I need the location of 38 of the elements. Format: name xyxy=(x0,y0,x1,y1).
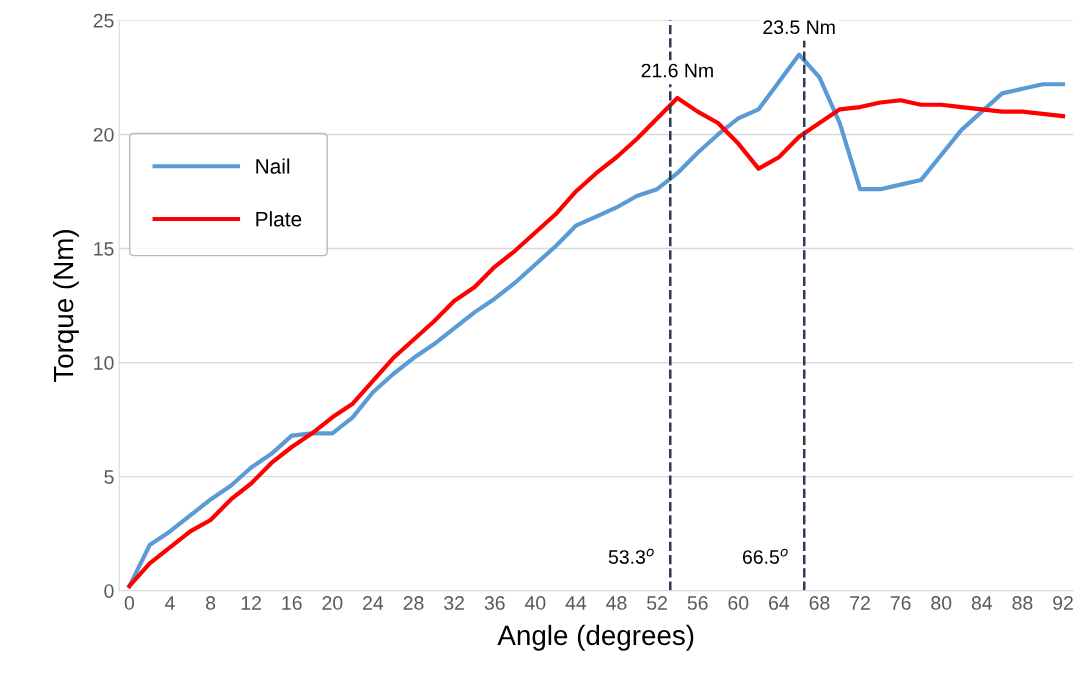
x-tick-label: 8 xyxy=(206,596,216,610)
y-tick-label: 15 xyxy=(94,242,114,256)
x-tick-label: 84 xyxy=(971,596,993,610)
annotation: 21.6 Nm xyxy=(641,63,713,78)
x-tick-label: 24 xyxy=(363,596,384,610)
annotation: 23.5 Nm xyxy=(763,20,835,35)
x-axis-title: Angle (degrees) xyxy=(497,624,694,651)
y-tick-label: 5 xyxy=(104,470,114,484)
x-tick-label: 36 xyxy=(484,596,505,610)
x-tick-label: 48 xyxy=(606,596,627,610)
legend-label: Plate xyxy=(256,211,302,227)
x-tick-label: 4 xyxy=(165,596,175,610)
x-tick-label: 16 xyxy=(282,596,302,610)
ref-line-label: 53.3$^{o}$ xyxy=(608,548,654,564)
x-tick-label: 64 xyxy=(769,596,790,610)
y-axis-title: Torque (Nm) xyxy=(52,230,79,383)
ref-line-label: 66.5$^{o}$ xyxy=(742,548,788,564)
x-tick-label: 44 xyxy=(565,596,587,610)
x-tick-label: 0 xyxy=(124,596,135,610)
x-tick-label: 72 xyxy=(850,596,870,610)
x-tick-label: 88 xyxy=(1012,596,1033,610)
y-tick-label: 10 xyxy=(94,356,114,370)
legend-label: Nail xyxy=(256,158,290,174)
x-tick-label: 68 xyxy=(809,596,830,610)
x-tick-label: 28 xyxy=(403,596,424,610)
x-tick-label: 40 xyxy=(524,596,546,610)
x-tick-label: 20 xyxy=(322,596,343,610)
x-tick-label: 12 xyxy=(241,596,261,610)
x-tick-label: 32 xyxy=(444,596,464,610)
x-tick-label: 52 xyxy=(647,596,667,610)
x-tick-label: 92 xyxy=(1053,596,1073,610)
x-tick-label: 80 xyxy=(931,596,952,610)
y-tick-label: 20 xyxy=(93,127,114,142)
x-tick-label: 60 xyxy=(728,596,749,610)
x-tick-label: 76 xyxy=(890,596,911,610)
x-tick-label: 56 xyxy=(687,596,708,610)
y-tick-label: 25 xyxy=(93,13,114,28)
y-tick-label: 0 xyxy=(104,584,114,598)
